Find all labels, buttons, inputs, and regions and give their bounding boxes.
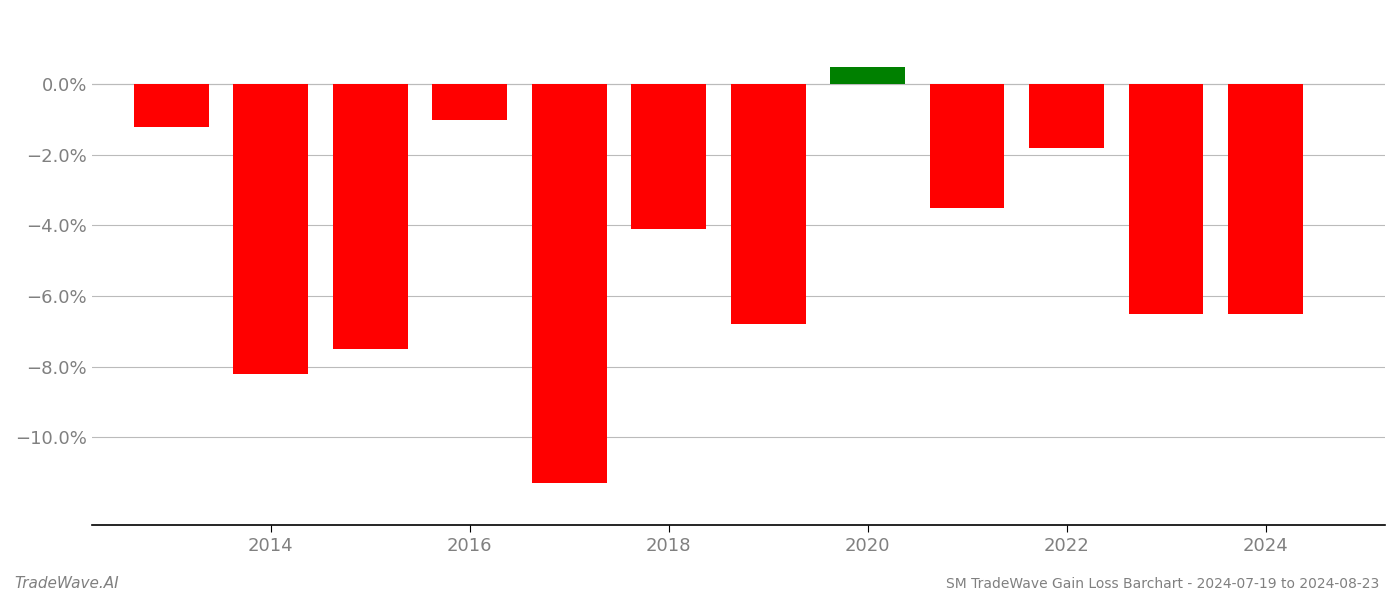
Bar — [1228, 85, 1303, 314]
Bar — [333, 85, 407, 349]
Bar — [930, 85, 1004, 208]
Bar — [433, 85, 507, 120]
Text: SM TradeWave Gain Loss Barchart - 2024-07-19 to 2024-08-23: SM TradeWave Gain Loss Barchart - 2024-0… — [946, 577, 1379, 591]
Bar — [532, 85, 606, 483]
Text: TradeWave.AI: TradeWave.AI — [14, 576, 119, 591]
Bar — [631, 85, 706, 229]
Bar — [830, 67, 904, 85]
Bar — [1128, 85, 1204, 314]
Bar — [731, 85, 805, 324]
Bar — [1029, 85, 1105, 148]
Bar — [234, 85, 308, 374]
Bar — [134, 85, 209, 127]
